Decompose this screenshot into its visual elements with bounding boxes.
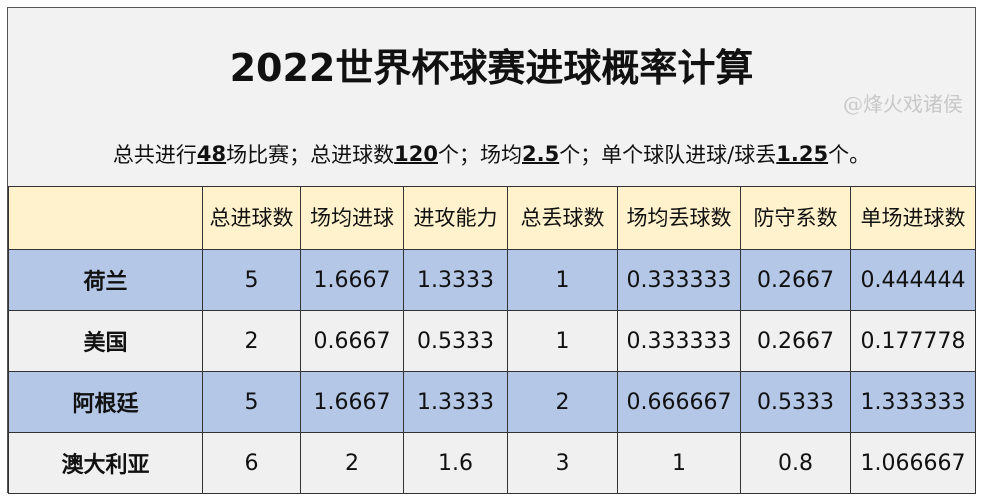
table-cell: 0.6667: [300, 310, 404, 372]
column-header: 总进球数: [202, 186, 301, 250]
table-cell: 1: [507, 310, 618, 372]
summary-text: 个；场均: [437, 142, 522, 167]
column-header: 场均进球: [300, 186, 404, 250]
table-row: 美国 2 0.6667 0.5333 1 0.333333 0.2667 0.177778: [8, 310, 976, 372]
table-cell: 0.333333: [617, 310, 741, 372]
summary-value: 48: [196, 141, 227, 166]
table-cell: 0.2667: [740, 310, 851, 372]
team-name-cell: 美国: [8, 310, 203, 372]
table-cell: 1: [617, 432, 741, 494]
table-cell: 1.6667: [300, 249, 404, 311]
table-cell: 1.3333: [403, 371, 508, 433]
page-title: 2022世界杯球赛进球概率计算: [8, 8, 975, 122]
column-header: 场均丢球数: [617, 186, 741, 250]
table-cell: 0.5333: [740, 371, 851, 433]
table-cell: 1: [507, 249, 618, 311]
table-cell: 6: [202, 432, 301, 494]
table-cell: 0.666667: [617, 371, 741, 433]
goal-probability-table: 总进球数 场均进球 进攻能力 总丢球数 场均丢球数 防守系数 单场进球数 荷兰 5 1.6667…: [8, 186, 976, 494]
column-header: 进攻能力: [403, 186, 508, 250]
watermark: @烽火戏诸侯: [843, 92, 963, 116]
table-cell: 0.333333: [617, 249, 741, 311]
summary-text: 场比赛；总进球数: [226, 142, 395, 167]
column-header: [8, 186, 203, 250]
table-cell: 0.444444: [850, 249, 976, 311]
summary-value: 1.25: [776, 141, 829, 166]
summary-line: 总共进行 48 场比赛；总进球数 120 个；场均 2.5 个；单个球队进球/球丢 1.25 个…: [8, 121, 975, 186]
team-name-cell: 荷兰: [8, 249, 203, 311]
column-header: 单场进球数: [850, 186, 976, 250]
table-cell: 0.177778: [850, 310, 976, 372]
summary-text: 个；单个球队进球/球丢: [559, 142, 777, 167]
team-name-cell: 阿根廷: [8, 371, 203, 433]
team-name-cell: 澳大利亚: [8, 432, 203, 494]
table-cell: 2: [202, 310, 301, 372]
spreadsheet-frame: 2022世界杯球赛进球概率计算 @烽火戏诸侯 总共进行 48 场比赛；总进球数 120…: [7, 7, 976, 494]
table-cell: 0.5333: [403, 310, 508, 372]
table-row: 荷兰 5 1.6667 1.3333 1 0.333333 0.2667 0.444444: [8, 249, 976, 311]
header-row: 总进球数 场均进球 进攻能力 总丢球数 场均丢球数 防守系数 单场进球数: [8, 186, 976, 250]
summary-value: 120: [394, 141, 438, 166]
table-cell: 1.333333: [850, 371, 976, 433]
table-cell: 1.066667: [850, 432, 976, 494]
table-cell: 0.8: [740, 432, 851, 494]
table-row: 阿根廷 5 1.6667 1.3333 2 0.666667 0.5333 1.333333: [8, 371, 976, 433]
table-cell: 5: [202, 249, 301, 311]
summary-text: 个。: [828, 142, 871, 167]
table-cell: 2: [300, 432, 404, 494]
table-cell: 1.3333: [403, 249, 508, 311]
summary-text: 总共进行: [112, 142, 197, 167]
table-cell: 0.2667: [740, 249, 851, 311]
table-cell: 1.6667: [300, 371, 404, 433]
column-header: 总丢球数: [507, 186, 618, 250]
table-cell: 5: [202, 371, 301, 433]
column-header: 防守系数: [740, 186, 851, 250]
table-row: 澳大利亚 6 2 1.6 3 1 0.8 1.066667: [8, 432, 976, 494]
summary-value: 2.5: [521, 141, 560, 166]
table-cell: 2: [507, 371, 618, 433]
table-cell: 1.6: [403, 432, 508, 494]
table-cell: 3: [507, 432, 618, 494]
